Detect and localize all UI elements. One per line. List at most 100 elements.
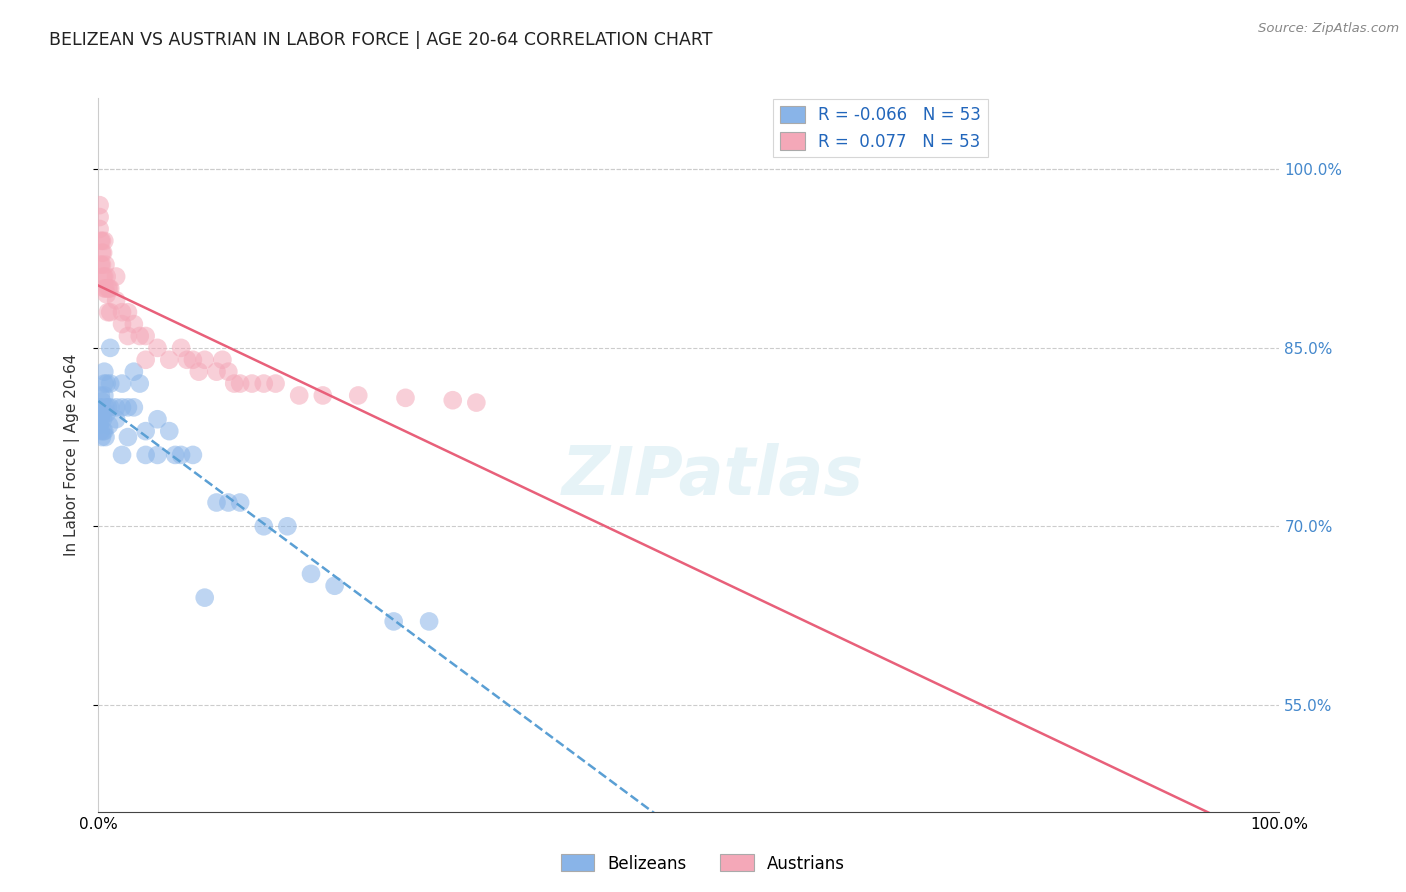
Point — [323, 579, 346, 593]
Point — [105, 293, 128, 308]
Point — [211, 352, 233, 367]
Point — [111, 401, 134, 415]
Point — [229, 376, 252, 391]
Point — [90, 388, 112, 402]
Point — [205, 495, 228, 509]
Point — [253, 519, 276, 533]
Point — [170, 448, 193, 462]
Point — [93, 388, 115, 402]
Point — [418, 615, 440, 629]
Point — [117, 329, 139, 343]
Point — [253, 376, 276, 391]
Point — [91, 412, 114, 426]
Point — [117, 430, 139, 444]
Point — [89, 198, 111, 212]
Point — [135, 329, 157, 343]
Point — [90, 424, 112, 438]
Point — [98, 305, 121, 319]
Point — [217, 495, 239, 509]
Point — [441, 393, 464, 408]
Point — [229, 495, 252, 509]
Point — [122, 317, 145, 331]
Point — [91, 234, 114, 248]
Point — [91, 245, 114, 260]
Point — [91, 406, 114, 420]
Point — [98, 281, 121, 295]
Point — [91, 269, 114, 284]
Point — [146, 341, 169, 355]
Point — [91, 245, 114, 260]
Point — [90, 412, 112, 426]
Point — [181, 448, 204, 462]
Point — [347, 388, 370, 402]
Point — [93, 281, 115, 295]
Point — [128, 376, 150, 391]
Point — [91, 258, 114, 272]
Point — [94, 258, 117, 272]
Point — [97, 281, 120, 295]
Point — [276, 519, 298, 533]
Point — [117, 401, 139, 415]
Point — [98, 418, 121, 433]
Legend: R = -0.066   N = 53, R =  0.077   N = 53: R = -0.066 N = 53, R = 0.077 N = 53 — [773, 99, 987, 157]
Point — [98, 376, 121, 391]
Point — [111, 305, 134, 319]
Point — [165, 448, 187, 462]
Point — [93, 424, 115, 438]
Point — [94, 430, 117, 444]
Point — [91, 394, 114, 409]
Point — [96, 376, 118, 391]
Point — [194, 591, 217, 605]
Point — [89, 210, 111, 224]
Point — [170, 341, 193, 355]
Text: BELIZEAN VS AUSTRIAN IN LABOR FORCE | AGE 20-64 CORRELATION CHART: BELIZEAN VS AUSTRIAN IN LABOR FORCE | AG… — [49, 31, 713, 49]
Point — [105, 269, 128, 284]
Point — [89, 222, 111, 236]
Point — [98, 281, 121, 295]
Point — [135, 424, 157, 438]
Point — [89, 401, 111, 415]
Point — [98, 341, 121, 355]
Point — [93, 234, 115, 248]
Point — [157, 424, 180, 438]
Point — [98, 401, 121, 415]
Point — [146, 448, 169, 462]
Point — [205, 365, 228, 379]
Point — [312, 388, 335, 402]
Point — [91, 430, 114, 444]
Y-axis label: In Labor Force | Age 20-64: In Labor Force | Age 20-64 — [65, 354, 80, 556]
Legend: Belizeans, Austrians: Belizeans, Austrians — [554, 847, 852, 880]
Point — [89, 418, 111, 433]
Point — [146, 412, 169, 426]
Point — [91, 424, 114, 438]
Point — [394, 391, 416, 405]
Point — [288, 388, 311, 402]
Point — [135, 352, 157, 367]
Point — [187, 365, 209, 379]
Point — [465, 395, 488, 409]
Point — [264, 376, 287, 391]
Point — [93, 376, 115, 391]
Point — [90, 234, 112, 248]
Point — [181, 352, 204, 367]
Point — [117, 305, 139, 319]
Point — [111, 317, 134, 331]
Point — [89, 406, 111, 420]
Point — [122, 365, 145, 379]
Point — [93, 365, 115, 379]
Point — [111, 376, 134, 391]
Point — [90, 401, 112, 415]
Point — [176, 352, 198, 367]
Point — [96, 287, 118, 301]
Point — [382, 615, 405, 629]
Point — [96, 269, 118, 284]
Point — [240, 376, 263, 391]
Point — [94, 401, 117, 415]
Point — [93, 269, 115, 284]
Point — [122, 401, 145, 415]
Point — [97, 401, 120, 415]
Point — [217, 365, 239, 379]
Text: ZIPatlas: ZIPatlas — [561, 443, 863, 509]
Point — [94, 281, 117, 295]
Point — [194, 352, 217, 367]
